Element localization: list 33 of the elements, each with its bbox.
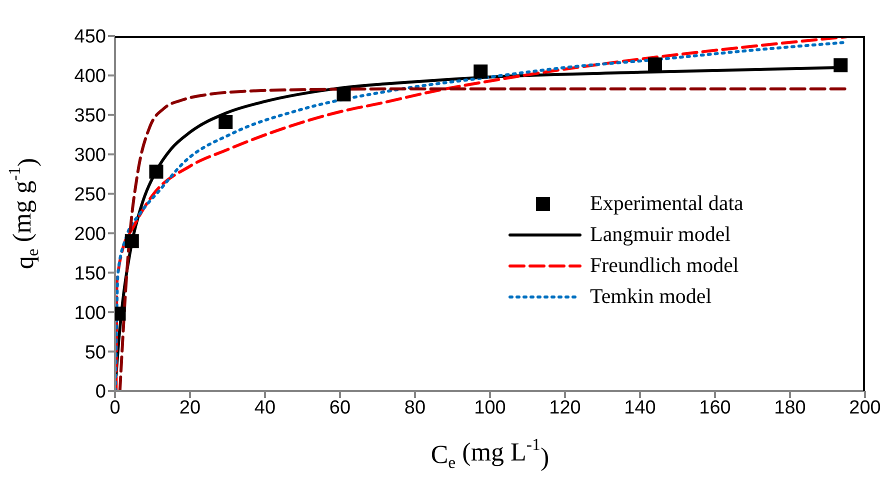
legend-label: Langmuir model <box>590 221 731 248</box>
point <box>474 64 488 78</box>
y-tick-label: 100 <box>74 302 106 324</box>
y-tick-label: 450 <box>74 26 106 48</box>
y-tick-label: 400 <box>74 66 106 88</box>
legend-label: Freundlich model <box>590 252 739 279</box>
x-tick-label: 40 <box>254 397 276 418</box>
x-axis-title: C$_{e}$ (mg L$^{-1}$) <box>430 435 550 472</box>
x-tick-label: 80 <box>404 397 426 418</box>
y-tick-label: 250 <box>74 184 106 206</box>
y-tick-label: 200 <box>74 224 106 245</box>
x-tick-label: 100 <box>474 397 506 418</box>
y-tick-label: 150 <box>74 263 106 284</box>
x-tick-label: 20 <box>179 397 201 418</box>
y-tick-label: 50 <box>84 342 106 364</box>
point <box>218 114 233 129</box>
x-tick-label: 60 <box>329 397 351 418</box>
x-tick-label: 0 <box>110 397 120 418</box>
point <box>124 234 139 248</box>
x-tick-label: 180 <box>774 397 806 418</box>
x-tick-label: 120 <box>549 397 581 418</box>
y-tick-label: 300 <box>74 145 106 166</box>
x-tick-label: 160 <box>699 397 731 418</box>
point <box>648 57 662 72</box>
legend-label: Temkin model <box>590 283 712 310</box>
x-tick-label: 200 <box>849 397 881 418</box>
point <box>336 87 351 102</box>
legend-label: Experimental data <box>590 190 744 217</box>
point <box>834 58 848 72</box>
y-tick-label: 350 <box>74 106 106 127</box>
y-tick-label: 0 <box>95 382 106 403</box>
x-tick-label: 140 <box>624 397 656 418</box>
point <box>149 164 164 179</box>
